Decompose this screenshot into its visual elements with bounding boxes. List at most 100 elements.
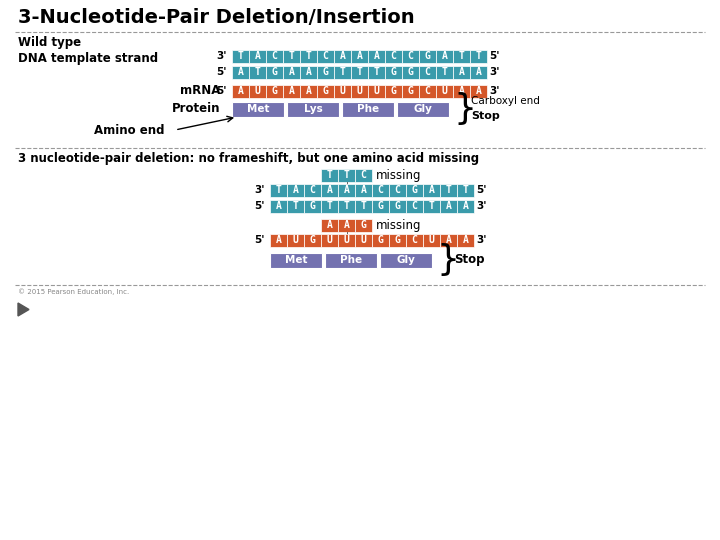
Polygon shape (18, 303, 29, 316)
FancyBboxPatch shape (372, 199, 389, 213)
Text: 3': 3' (254, 185, 264, 195)
Text: 3-Nucleotide-Pair Deletion/Insertion: 3-Nucleotide-Pair Deletion/Insertion (18, 8, 415, 27)
FancyBboxPatch shape (389, 184, 406, 197)
FancyBboxPatch shape (334, 84, 351, 98)
Text: Protein: Protein (171, 103, 220, 116)
Text: G: G (395, 235, 400, 245)
FancyBboxPatch shape (266, 50, 283, 63)
FancyBboxPatch shape (321, 219, 338, 232)
FancyBboxPatch shape (304, 184, 321, 197)
FancyBboxPatch shape (338, 199, 355, 213)
FancyBboxPatch shape (355, 199, 372, 213)
Text: 5': 5' (489, 51, 500, 61)
Text: T: T (361, 201, 366, 211)
Text: G: G (390, 67, 397, 77)
Text: A: A (289, 86, 294, 96)
Text: T: T (292, 201, 298, 211)
Text: A: A (446, 201, 451, 211)
Text: Carboxyl end: Carboxyl end (471, 96, 540, 106)
Text: G: G (310, 201, 315, 211)
Text: Phe: Phe (340, 255, 362, 265)
Text: Stop: Stop (471, 111, 500, 121)
Text: C: C (271, 51, 277, 61)
FancyBboxPatch shape (304, 199, 321, 213)
Text: C: C (425, 86, 431, 96)
FancyBboxPatch shape (453, 50, 470, 63)
FancyBboxPatch shape (402, 50, 419, 63)
FancyBboxPatch shape (406, 233, 423, 246)
Text: A: A (289, 67, 294, 77)
Text: T: T (343, 201, 349, 211)
Text: Met: Met (247, 104, 269, 114)
Text: T: T (255, 67, 261, 77)
FancyBboxPatch shape (406, 199, 423, 213)
Text: A: A (305, 67, 312, 77)
FancyBboxPatch shape (283, 84, 300, 98)
Text: T: T (289, 51, 294, 61)
FancyBboxPatch shape (423, 199, 440, 213)
Text: G: G (271, 67, 277, 77)
Text: T: T (327, 201, 333, 211)
Text: 3': 3' (476, 235, 487, 245)
FancyBboxPatch shape (419, 65, 436, 78)
FancyBboxPatch shape (355, 184, 372, 197)
Text: A: A (374, 51, 379, 61)
FancyBboxPatch shape (406, 184, 423, 197)
Text: T: T (462, 185, 469, 195)
Text: G: G (271, 86, 277, 96)
FancyBboxPatch shape (287, 233, 304, 246)
FancyBboxPatch shape (436, 50, 453, 63)
FancyBboxPatch shape (266, 84, 283, 98)
FancyBboxPatch shape (368, 65, 385, 78)
FancyBboxPatch shape (419, 84, 436, 98)
FancyBboxPatch shape (287, 102, 339, 117)
FancyBboxPatch shape (334, 50, 351, 63)
FancyBboxPatch shape (436, 65, 453, 78)
FancyBboxPatch shape (436, 84, 453, 98)
FancyBboxPatch shape (453, 65, 470, 78)
FancyBboxPatch shape (334, 65, 351, 78)
FancyBboxPatch shape (355, 233, 372, 246)
Text: A: A (476, 67, 482, 77)
Text: A: A (441, 51, 447, 61)
FancyBboxPatch shape (283, 50, 300, 63)
Text: A: A (459, 67, 464, 77)
Text: 3': 3' (489, 67, 500, 77)
Text: 5': 5' (254, 235, 264, 245)
FancyBboxPatch shape (423, 184, 440, 197)
Text: A: A (343, 185, 349, 195)
FancyBboxPatch shape (470, 65, 487, 78)
FancyBboxPatch shape (385, 50, 402, 63)
Text: A: A (276, 235, 282, 245)
Text: T: T (276, 185, 282, 195)
FancyBboxPatch shape (380, 253, 432, 267)
FancyBboxPatch shape (317, 65, 334, 78)
Text: T: T (446, 185, 451, 195)
Text: 3': 3' (216, 51, 227, 61)
FancyBboxPatch shape (317, 50, 334, 63)
FancyBboxPatch shape (300, 50, 317, 63)
FancyBboxPatch shape (402, 65, 419, 78)
Text: 5': 5' (216, 67, 227, 77)
FancyBboxPatch shape (368, 50, 385, 63)
Text: mRNA: mRNA (179, 84, 220, 98)
Text: G: G (377, 201, 384, 211)
FancyBboxPatch shape (453, 84, 470, 98)
Text: A: A (327, 185, 333, 195)
Text: A: A (238, 86, 243, 96)
Text: C: C (408, 51, 413, 61)
Text: 3': 3' (476, 201, 487, 211)
Text: 5': 5' (254, 201, 264, 211)
FancyBboxPatch shape (325, 253, 377, 267)
Text: C: C (395, 185, 400, 195)
FancyBboxPatch shape (338, 233, 355, 246)
Text: C: C (412, 235, 418, 245)
FancyBboxPatch shape (300, 65, 317, 78)
FancyBboxPatch shape (321, 199, 338, 213)
Text: T: T (343, 170, 349, 180)
Text: DNA template strand: DNA template strand (18, 52, 158, 65)
Text: A: A (340, 51, 346, 61)
FancyBboxPatch shape (270, 199, 287, 213)
Text: 3': 3' (489, 86, 500, 96)
FancyBboxPatch shape (423, 233, 440, 246)
